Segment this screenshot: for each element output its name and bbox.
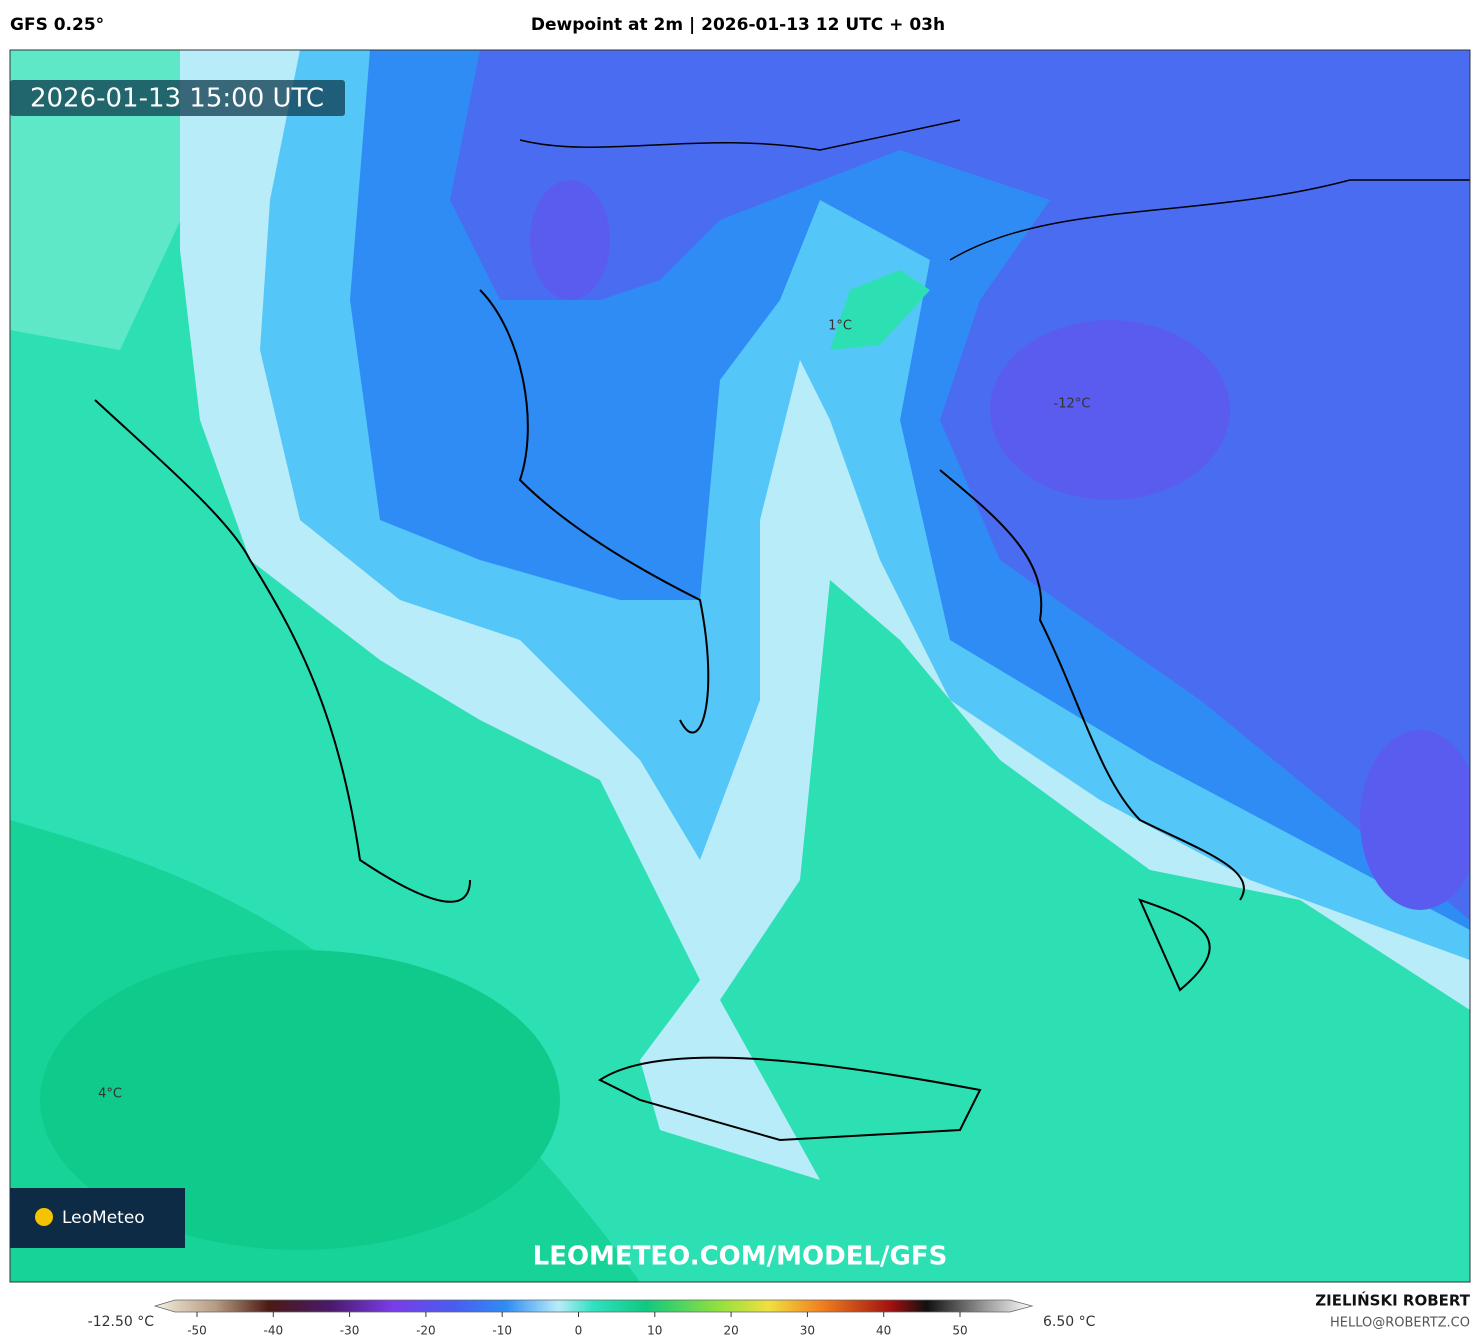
model-name: GFS 0.25°: [10, 15, 104, 35]
map-region: [530, 180, 610, 300]
colorbar-min: -12.50 °C: [88, 1314, 155, 1330]
map-region: [990, 320, 1230, 500]
colorbar-tick-label: 0: [575, 1324, 583, 1338]
map-frame: [9, 49, 1471, 1283]
border: [519, 119, 1470, 261]
coastline: [939, 469, 1245, 901]
map-region: [40, 950, 560, 1250]
contour-label: -12°C: [1054, 397, 1091, 412]
email: HELLO@ROBERTZ.CO: [1330, 1316, 1470, 1331]
map-region: [10, 50, 190, 350]
coastline: [598, 1056, 982, 1142]
colorbar-max: 6.50 °C: [1043, 1314, 1096, 1330]
colorbar: [153, 1299, 1034, 1313]
watermark: LEOMETEO.COM/MODEL/GFS: [533, 1242, 948, 1272]
map-title: Dewpoint at 2m | 2026-01-13 12 UTC + 03h: [531, 15, 945, 35]
map: 1°C -12°C 4°C: [10, 50, 1470, 1282]
colorbar-tick-label: 50: [952, 1324, 967, 1338]
coastline: [479, 289, 710, 734]
map-region: [830, 270, 930, 350]
timestamp: 2026-01-13 15:00 UTC: [30, 84, 324, 114]
logo-text: LeoMeteo: [62, 1208, 145, 1228]
map-region: [1360, 730, 1470, 910]
coastline: [1138, 898, 1211, 992]
colorbar-tick-label: -10: [492, 1324, 512, 1338]
colorbar-tick-label: 20: [723, 1324, 738, 1338]
colorbar-tick-label: 10: [647, 1324, 662, 1338]
timestamp-box: [10, 80, 345, 116]
colorbar-tick-label: -30: [340, 1324, 360, 1338]
colorbar-tick-label: 30: [800, 1324, 815, 1338]
coastline: [94, 399, 471, 903]
map-region: [450, 50, 1470, 920]
colorbar-tick-label: -40: [263, 1324, 283, 1338]
colorbar-tick-label: -50: [187, 1324, 207, 1338]
colorbar-ticks: -50 -40 -30 -20 -10 0 10 20 30 40 50: [187, 1312, 968, 1338]
contour-label: 4°C: [98, 1087, 122, 1102]
author: ZIELIŃSKI ROBERT: [1315, 1291, 1470, 1310]
contour-label: 1°C: [828, 319, 852, 334]
logo-sun: [35, 1208, 53, 1226]
colorbar-tick-label: -20: [416, 1324, 436, 1338]
colorbar-tick-label: 40: [876, 1324, 891, 1338]
